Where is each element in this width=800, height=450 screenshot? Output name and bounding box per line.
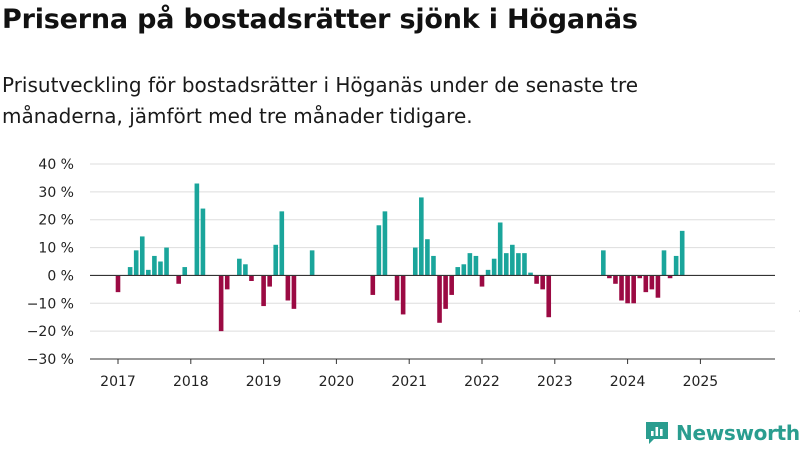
chart-subtitle: Prisutveckling för bostadsrätter i Högan… <box>2 73 639 128</box>
y-tick-label: 0 % <box>47 268 74 284</box>
y-tick-label: −20 % <box>27 324 74 340</box>
y-tick-label: 30 % <box>38 185 74 201</box>
bar <box>139 236 145 276</box>
bar <box>400 275 406 315</box>
bar <box>425 239 430 276</box>
bar <box>467 253 473 276</box>
y-tick-label: 40 % <box>38 157 74 173</box>
bar <box>461 264 467 276</box>
x-tick-label: 2018 <box>173 374 209 390</box>
bar <box>679 230 685 276</box>
x-tick-label: 2020 <box>319 374 355 390</box>
bar <box>503 253 509 276</box>
bar <box>309 250 315 276</box>
bar <box>528 272 533 276</box>
bar <box>394 275 400 301</box>
bar <box>127 267 133 276</box>
x-tick-label: 2019 <box>246 374 282 390</box>
bar <box>249 275 254 281</box>
bar <box>601 250 606 276</box>
bar <box>455 267 461 276</box>
newsworthy-logo-icon <box>646 422 668 444</box>
bar <box>546 275 552 318</box>
bar <box>437 275 442 323</box>
bar <box>649 275 655 290</box>
bar <box>443 275 448 309</box>
bar <box>376 225 382 276</box>
bar <box>491 258 497 276</box>
bar <box>152 255 157 276</box>
bar <box>158 261 163 276</box>
bar <box>619 275 624 301</box>
x-tick-label: 2021 <box>391 374 427 390</box>
bar <box>261 275 266 307</box>
bar <box>485 269 491 276</box>
y-tick-label: 20 % <box>38 213 74 229</box>
bar <box>273 244 279 276</box>
bar <box>285 275 291 301</box>
bar <box>291 275 297 309</box>
bar <box>200 208 206 276</box>
bar <box>631 275 636 304</box>
bar <box>218 275 224 332</box>
bar <box>412 247 418 276</box>
bar-chart: 40 % 30 % 20 % 10 % 0 % −10 % −20 % −30 % 2017 20… <box>27 157 800 390</box>
brand-logo: Newsworthy <box>644 419 800 447</box>
y-tick-label: 10 % <box>38 241 74 257</box>
y-tick-label: −10 % <box>27 296 74 312</box>
bar <box>534 275 539 284</box>
bar <box>176 275 181 284</box>
bar <box>133 250 139 276</box>
x-tick-label: 2024 <box>610 374 646 390</box>
bar <box>607 275 612 279</box>
x-tick-label: 2022 <box>464 374 500 390</box>
bar <box>164 247 169 276</box>
bar <box>243 264 248 276</box>
bar <box>655 275 661 298</box>
bar <box>613 275 618 284</box>
bar <box>661 250 667 276</box>
bar <box>479 275 485 287</box>
bar <box>370 275 376 295</box>
bar <box>115 275 121 293</box>
bar <box>643 275 649 293</box>
bar <box>625 275 630 304</box>
bar <box>146 269 151 276</box>
bar <box>667 275 673 279</box>
bar <box>279 211 285 276</box>
bar <box>497 222 503 276</box>
bar <box>516 253 521 276</box>
bar <box>637 275 643 279</box>
bar <box>473 255 479 276</box>
bar <box>267 275 272 287</box>
bar <box>522 253 527 276</box>
bar <box>673 255 679 276</box>
bar <box>224 275 230 290</box>
brand-name: Newsworthy <box>676 421 800 445</box>
bar <box>431 255 436 276</box>
bar <box>449 275 454 295</box>
bar <box>382 211 388 276</box>
chart-title: Priserna på bostadsrätter sjönk i Höganä… <box>2 4 638 35</box>
bar <box>540 275 545 290</box>
y-tick-label: −30 % <box>27 352 74 368</box>
bar <box>182 267 188 276</box>
x-tick-label: 2017 <box>100 374 136 390</box>
bar <box>510 244 515 276</box>
x-tick-label: 2025 <box>683 374 719 390</box>
x-tick-label: 2023 <box>537 374 573 390</box>
bar <box>194 183 200 276</box>
bar <box>419 197 424 276</box>
bar <box>237 258 242 276</box>
last-value-label: −5 % <box>798 303 800 319</box>
